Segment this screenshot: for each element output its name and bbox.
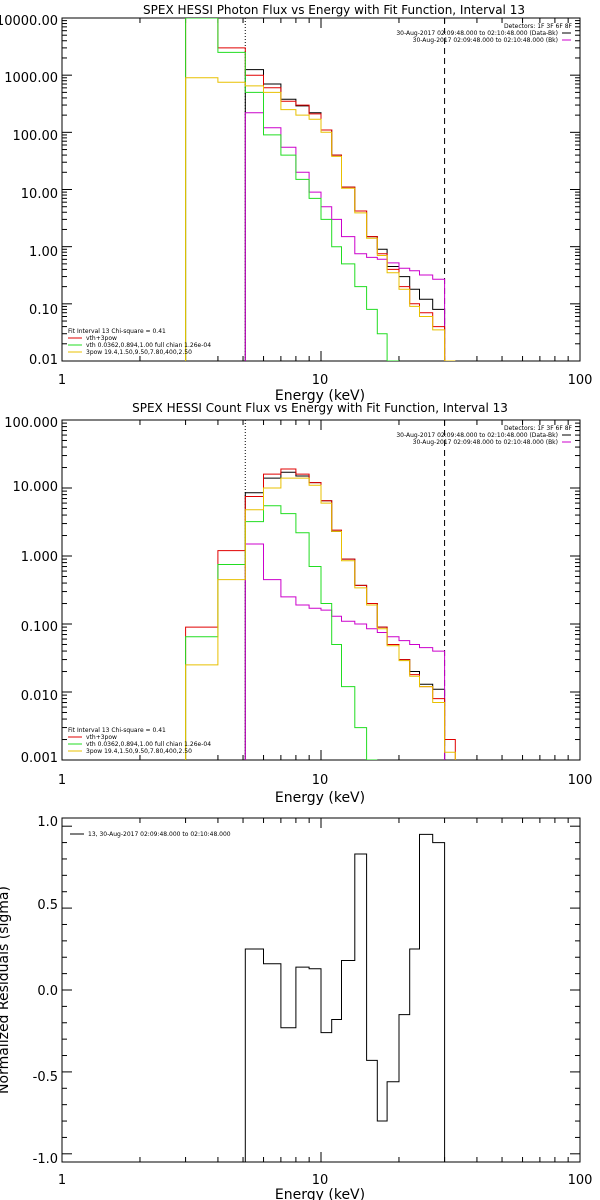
legend-entry-label: 3pow 19.4,1.50,9.50,7.80,400,2.50 <box>86 349 192 356</box>
residuals-y-tick-labels: 1.0 0.5 0.0 -0.5 -1.0 <box>33 815 58 1167</box>
series-magenta-step-line <box>244 112 446 361</box>
series-green-step-line <box>185 505 378 760</box>
legend-entry-label: 30-Aug-2017 02:09:48.000 to 02:10:48.000… <box>396 30 558 37</box>
y-tick-label: 100.00 <box>13 129 59 144</box>
legend-fit-interval-label: Fit Interval 13 Chi-square = 0.41 <box>68 328 166 335</box>
series-green-step-line <box>185 18 399 361</box>
y-tick-label: 10.00 <box>21 187 58 202</box>
count-flux-x-tick-labels: 1 10 100 <box>58 773 593 788</box>
x-tick-label: 100 <box>568 373 593 388</box>
y-tick-label: 0.0 <box>37 984 58 999</box>
legend-entry-label: 30-Aug-2017 02:09:48.000 to 02:10:48.000… <box>413 37 558 44</box>
series-black-step-line <box>244 833 446 1162</box>
series-red-step-line <box>185 18 456 361</box>
y-tick-label: 1.0 <box>37 815 58 830</box>
x-tick-label: 100 <box>568 1173 593 1188</box>
y-tick-label: 1.000 <box>21 550 58 565</box>
count-flux-panel: SPEX HESSI Count Flux vs Energy with Fit… <box>4 401 592 806</box>
photon-flux-title: SPEX HESSI Photon Flux vs Energy with Fi… <box>143 3 525 17</box>
photon-flux-x-tick-labels: 1 10 100 <box>58 373 593 388</box>
legend-entry-label: 30-Aug-2017 02:09:48.000 to 02:10:48.000… <box>396 432 558 439</box>
y-tick-label: -0.5 <box>33 1070 58 1085</box>
count-flux-x-axis-label: Energy (keV) <box>275 790 365 806</box>
photon-flux-panel: SPEX HESSI Photon Flux vs Energy with Fi… <box>0 3 592 404</box>
residuals-y-axis-label: Normalized Residuals (sigma) <box>0 886 12 1094</box>
legend-entry-label: 13, 30-Aug-2017 02:09:48.000 to 02:10:48… <box>88 831 231 838</box>
legend-fit-interval-label: Fit Interval 13 Chi-square = 0.41 <box>68 727 166 734</box>
legend-detectors-label: Detectors: 1F 3F 6F 8F <box>504 425 573 432</box>
x-tick-label: 1 <box>58 773 66 788</box>
x-tick-label: 1 <box>58 1173 66 1188</box>
x-tick-label: 10 <box>312 373 329 388</box>
residuals-panel: 1.0 0.5 0.0 -0.5 -1.0 1 10 100 Energy (k… <box>0 815 592 1200</box>
y-tick-label: 1.00 <box>29 245 58 260</box>
residuals-x-axis-label: Energy (keV) <box>275 1187 365 1200</box>
photon-flux-y-tick-labels: 10000.00 1000.00 100.00 10.00 1.00 0.10 … <box>0 14 58 368</box>
series-red-step-line <box>185 468 456 760</box>
legend-entry-label: vth 0.0362,0.894,1.00 full chian 1.26e-0… <box>86 741 211 748</box>
legend-entry-label: vth 0.0362,0.894,1.00 full chian 1.26e-0… <box>86 342 211 349</box>
legend-entry-label: 3pow 19.4,1.50,9.50,7.80,400,2.50 <box>86 748 192 755</box>
series-magenta-step-line <box>244 543 446 760</box>
y-tick-label: 0.010 <box>21 689 58 704</box>
y-tick-label: 1000.00 <box>4 71 58 86</box>
y-tick-label: 0.001 <box>21 751 58 766</box>
x-tick-label: 100 <box>568 773 593 788</box>
legend-detectors-label: Detectors: 1F 3F 6F 8F <box>504 23 573 30</box>
y-tick-label: 10000.00 <box>0 14 58 29</box>
y-tick-label: 10.000 <box>13 480 59 495</box>
legend-entry-label: 30-Aug-2017 02:09:48.000 to 02:10:48.000… <box>413 439 558 446</box>
y-tick-label: 0.5 <box>37 898 58 913</box>
y-tick-label: -1.0 <box>33 1152 58 1167</box>
y-tick-label: 100.000 <box>4 416 58 431</box>
residuals-x-tick-labels: 1 10 100 <box>58 1173 593 1188</box>
series-yellow-step-line <box>185 77 456 361</box>
y-tick-label: 0.10 <box>29 303 58 318</box>
count-flux-title: SPEX HESSI Count Flux vs Energy with Fit… <box>132 401 508 415</box>
series-black-step-line <box>244 69 446 361</box>
plot-frame <box>61 17 581 362</box>
count-flux-y-tick-labels: 100.000 10.000 1.000 0.100 0.010 0.001 <box>4 416 58 766</box>
series-yellow-step-line <box>185 477 456 760</box>
x-tick-label: 10 <box>312 1173 329 1188</box>
series-black-step-line <box>244 471 446 760</box>
legend-entry-label: vth+3pow <box>86 734 117 741</box>
y-tick-label: 0.01 <box>29 353 58 368</box>
y-tick-label: 0.100 <box>21 620 58 635</box>
photon-flux-x-axis-label: Energy (keV) <box>275 388 365 404</box>
x-tick-label: 10 <box>312 773 329 788</box>
x-tick-label: 1 <box>58 373 66 388</box>
legend-entry-label: vth+3pow <box>86 335 117 342</box>
